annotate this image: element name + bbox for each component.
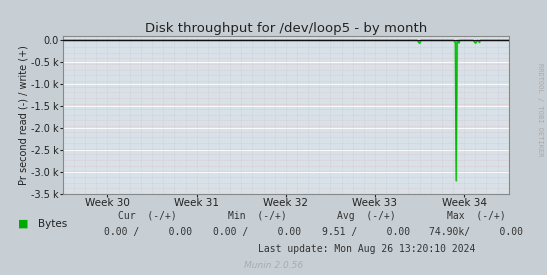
Text: Cur  (-/+): Cur (-/+) — [118, 211, 177, 221]
Text: Avg  (-/+): Avg (-/+) — [337, 211, 396, 221]
Text: 0.00 /     0.00: 0.00 / 0.00 — [103, 227, 192, 237]
Text: 74.90k/     0.00: 74.90k/ 0.00 — [429, 227, 523, 237]
Text: Last update: Mon Aug 26 13:20:10 2024: Last update: Mon Aug 26 13:20:10 2024 — [258, 244, 475, 254]
Text: 9.51 /     0.00: 9.51 / 0.00 — [322, 227, 411, 237]
Title: Disk throughput for /dev/loop5 - by month: Disk throughput for /dev/loop5 - by mont… — [145, 21, 427, 35]
Text: 0.00 /     0.00: 0.00 / 0.00 — [213, 227, 301, 237]
Text: ■: ■ — [18, 219, 28, 229]
Y-axis label: Pr second read (-) / write (+): Pr second read (-) / write (+) — [18, 45, 28, 185]
Text: Munin 2.0.56: Munin 2.0.56 — [244, 262, 303, 270]
Text: Min  (-/+): Min (-/+) — [228, 211, 287, 221]
Text: Max  (-/+): Max (-/+) — [446, 211, 505, 221]
Text: RRDTOOL / TOBI OETIKER: RRDTOOL / TOBI OETIKER — [537, 63, 543, 157]
Text: Bytes: Bytes — [38, 219, 67, 229]
